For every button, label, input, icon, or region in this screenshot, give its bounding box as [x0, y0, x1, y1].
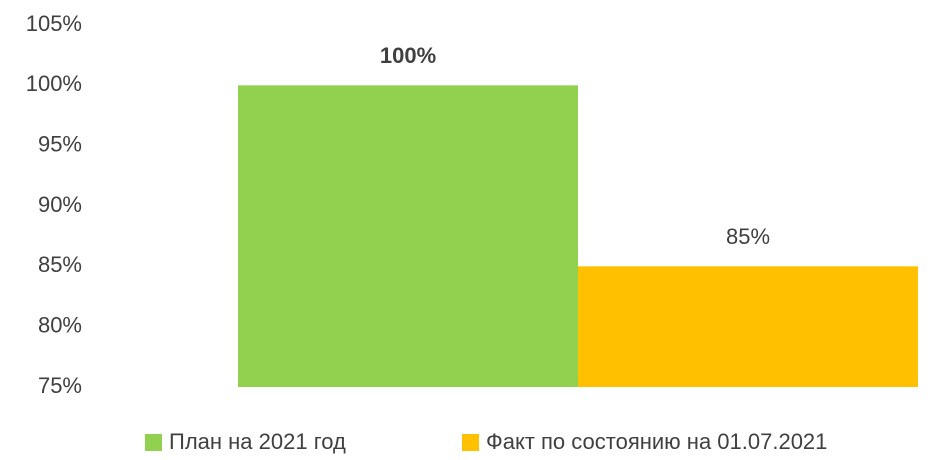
- legend-label: Факт по состоянию на 01.07.2021: [486, 429, 827, 454]
- bar: [238, 85, 578, 387]
- legend-swatch: [462, 434, 479, 451]
- bar: [578, 266, 918, 387]
- y-tick-label: 80%: [38, 312, 82, 337]
- legend-swatch: [145, 434, 162, 451]
- y-tick-label: 90%: [38, 192, 82, 217]
- data-label: 85%: [726, 224, 770, 249]
- legend-label: План на 2021 год: [169, 429, 346, 454]
- y-tick-label: 85%: [38, 252, 82, 277]
- y-tick-label: 105%: [26, 11, 82, 36]
- data-label: 100%: [380, 43, 436, 68]
- y-tick-label: 100%: [26, 71, 82, 96]
- y-tick-label: 75%: [38, 373, 82, 398]
- y-tick-label: 95%: [38, 131, 82, 156]
